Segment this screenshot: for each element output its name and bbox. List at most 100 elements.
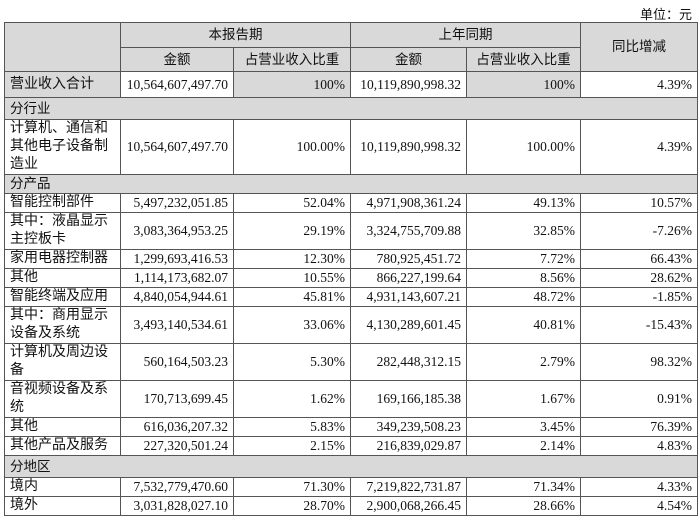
cell-amount: 10,564,607,497.70 — [120, 119, 234, 175]
cell-yoy: -7.26% — [580, 212, 698, 250]
table-row: 其中：液晶显示主控板卡 3,083,364,953.25 29.19% 3,324,7… — [4, 212, 698, 250]
table-row: 智能控制部件 5,497,232,051.85 52.04% 4,971,908,36… — [4, 193, 698, 213]
total-amount: 10,564,607,497.70 — [120, 71, 234, 98]
table-row: 智能终端及应用 4,840,054,944.61 45.81% 4,931,143,6… — [4, 287, 698, 307]
section-title: 分地区 — [4, 455, 698, 478]
cell-amount: 1,299,693,416.53 — [120, 249, 234, 269]
cell-share: 52.04% — [233, 193, 351, 213]
table-row: 其中：商用显示设备及系统 3,493,140,534.61 33.06% 4,130,… — [4, 306, 698, 344]
cell-share: 33.06% — [233, 306, 351, 344]
cell-amount: 5,497,232,051.85 — [120, 193, 234, 213]
cell-share: 5.83% — [233, 417, 351, 437]
cell-prior-amount: 216,839,029.87 — [350, 436, 467, 456]
cell-prior-amount: 7,219,822,731.87 — [350, 477, 467, 497]
cell-share: 45.81% — [233, 287, 351, 307]
header-share: 占营业收入比重 — [233, 47, 351, 72]
cell-yoy: 4.83% — [580, 436, 698, 456]
cell-label: 境外 — [4, 496, 121, 516]
table-row: 其他 1,114,173,682.07 10.55% 866,227,199.64 8.… — [4, 268, 698, 288]
cell-label: 计算机及周边设备 — [4, 343, 121, 381]
total-row: 营业收入合计 10,564,607,497.70 100% 10,119,890… — [4, 71, 698, 98]
cell-prior-share: 2.14% — [466, 436, 581, 456]
cell-label: 计算机、通信和其他电子设备制造业 — [4, 119, 121, 175]
cell-share: 5.30% — [233, 343, 351, 381]
cell-prior-share: 100.00% — [466, 119, 581, 175]
table-row: 计算机及周边设备 560,164,503.23 5.30% 282,448,312.1… — [4, 343, 698, 381]
cell-amount: 560,164,503.23 — [120, 343, 234, 381]
revenue-table: 本报告期 上年同期 同比增减 金额 占营业收入比重 金额 占营业收入比重 营业收… — [4, 22, 698, 516]
cell-yoy: -1.85% — [580, 287, 698, 307]
cell-prior-amount: 3,324,755,709.88 — [350, 212, 467, 250]
cell-amount: 1,114,173,682.07 — [120, 268, 234, 288]
table-row: 其他产品及服务 227,320,501.24 2.15% 216,839,029.87… — [4, 436, 698, 456]
total-yoy: 4.39% — [580, 71, 698, 98]
section-row: 分行业 — [4, 97, 698, 120]
total-prior-amount: 10,119,890,998.32 — [350, 71, 467, 98]
cell-share: 29.19% — [233, 212, 351, 250]
cell-prior-share: 32.85% — [466, 212, 581, 250]
header-yoy: 同比增减 — [580, 22, 698, 72]
cell-share: 12.30% — [233, 249, 351, 269]
cell-prior-share: 28.66% — [466, 496, 581, 516]
cell-prior-amount: 4,931,143,607.21 — [350, 287, 467, 307]
cell-yoy: 4.33% — [580, 477, 698, 497]
header-prior-period: 上年同期 — [350, 22, 581, 48]
cell-label: 智能终端及应用 — [4, 287, 121, 307]
cell-prior-share: 7.72% — [466, 249, 581, 269]
table-row: 计算机、通信和其他电子设备制造业 10,564,607,497.70 100.00%… — [4, 119, 698, 175]
cell-yoy: 76.39% — [580, 417, 698, 437]
cell-amount: 7,532,779,470.60 — [120, 477, 234, 497]
cell-yoy: 10.57% — [580, 193, 698, 213]
table-row: 家用电器控制器 1,299,693,416.53 12.30% 780,925,451… — [4, 249, 698, 269]
cell-prior-amount: 282,448,312.15 — [350, 343, 467, 381]
cell-yoy: 28.62% — [580, 268, 698, 288]
cell-label: 其他产品及服务 — [4, 436, 121, 456]
cell-prior-amount: 169,166,185.38 — [350, 380, 467, 418]
cell-label: 其他 — [4, 417, 121, 437]
cell-amount: 616,036,207.32 — [120, 417, 234, 437]
section-row: 分产品 — [4, 174, 698, 194]
cell-prior-amount: 10,119,890,998.32 — [350, 119, 467, 175]
total-label: 营业收入合计 — [4, 71, 121, 98]
cell-label: 音视频设备及系统 — [4, 380, 121, 418]
table-row: 境外 3,031,828,027.10 28.70% 2,900,068,266.45… — [4, 496, 698, 516]
cell-label: 其中：商用显示设备及系统 — [4, 306, 121, 344]
section-row: 分地区 — [4, 455, 698, 478]
cell-yoy: 0.91% — [580, 380, 698, 418]
section-title: 分行业 — [4, 97, 698, 120]
cell-prior-share: 1.67% — [466, 380, 581, 418]
cell-yoy: 98.32% — [580, 343, 698, 381]
cell-share: 100.00% — [233, 119, 351, 175]
cell-amount: 3,031,828,027.10 — [120, 496, 234, 516]
cell-prior-amount: 2,900,068,266.45 — [350, 496, 467, 516]
cell-yoy: -15.43% — [580, 306, 698, 344]
cell-prior-share: 2.79% — [466, 343, 581, 381]
cell-label: 智能控制部件 — [4, 193, 121, 213]
table-row: 其他 616,036,207.32 5.83% 349,239,508.23 3.45%… — [4, 417, 698, 437]
cell-label: 境内 — [4, 477, 121, 497]
cell-label: 其中：液晶显示主控板卡 — [4, 212, 121, 250]
header-amount: 金额 — [120, 47, 234, 72]
cell-share: 28.70% — [233, 496, 351, 516]
cell-amount: 170,713,699.45 — [120, 380, 234, 418]
cell-prior-share: 40.81% — [466, 306, 581, 344]
cell-label: 家用电器控制器 — [4, 249, 121, 269]
cell-amount: 3,083,364,953.25 — [120, 212, 234, 250]
cell-prior-amount: 866,227,199.64 — [350, 268, 467, 288]
header-blank — [4, 22, 121, 72]
cell-prior-amount: 4,130,289,601.45 — [350, 306, 467, 344]
cell-prior-share: 8.56% — [466, 268, 581, 288]
cell-prior-share: 3.45% — [466, 417, 581, 437]
header-current-period: 本报告期 — [120, 22, 351, 48]
cell-prior-share: 48.72% — [466, 287, 581, 307]
unit-label: 单位：元 — [639, 7, 692, 22]
cell-prior-share: 49.13% — [466, 193, 581, 213]
cell-prior-amount: 349,239,508.23 — [350, 417, 467, 437]
cell-share: 1.62% — [233, 380, 351, 418]
cell-prior-amount: 780,925,451.72 — [350, 249, 467, 269]
header-prior-amount: 金额 — [350, 47, 467, 72]
cell-share: 10.55% — [233, 268, 351, 288]
cell-yoy: 4.39% — [580, 119, 698, 175]
cell-amount: 4,840,054,944.61 — [120, 287, 234, 307]
cell-amount: 227,320,501.24 — [120, 436, 234, 456]
